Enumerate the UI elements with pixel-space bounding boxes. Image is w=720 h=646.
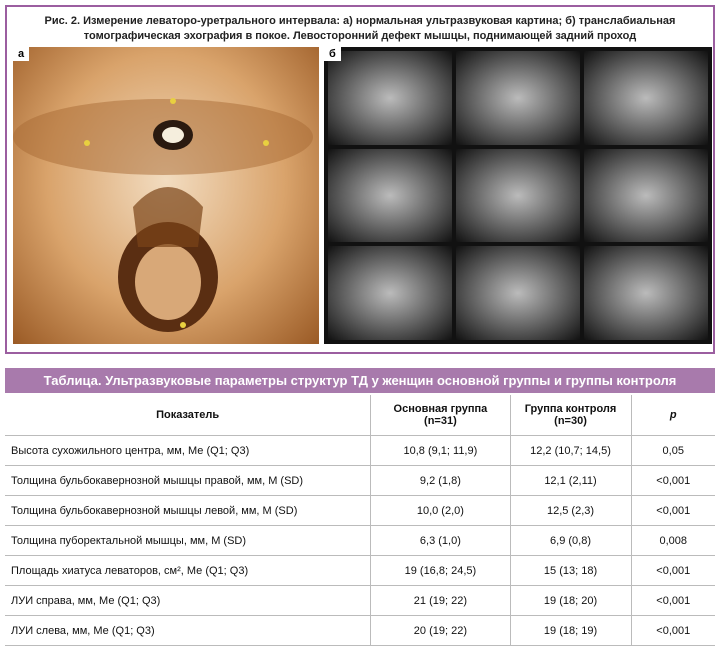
table-cell: ЛУИ слева, мм, Ме (Q1; Q3) [5, 615, 371, 646]
table-cell: ЛУИ справа, мм, Ме (Q1; Q3) [5, 585, 371, 616]
table-cell: <0,001 [630, 465, 715, 496]
table-cell: 19 (16,8; 24,5) [370, 555, 510, 586]
table-cell: 0,008 [630, 525, 715, 556]
table-row: Высота сухожильного центра, мм, Ме (Q1; … [5, 435, 715, 466]
table-cell: Толщина бульбокавернозной мышцы левой, м… [5, 495, 371, 526]
table-cell: 0,05 [630, 435, 715, 466]
table-cell: Толщина пуборектальной мышцы, мм, M (SD) [5, 525, 371, 556]
table-row: ЛУИ слева, мм, Ме (Q1; Q3) 20 (19; 22) 19 … [5, 615, 715, 646]
table-row: Толщина пуборектальной мышцы, мм, M (SD)… [5, 525, 715, 556]
column-header: Основная группа (n=31) [370, 395, 510, 436]
column-header: Показатель [5, 395, 371, 436]
ultrasound-image: а [13, 47, 319, 344]
table-row: Толщина бульбокавернозной мышцы левой, м… [5, 495, 715, 526]
column-header: p [630, 395, 715, 436]
header-text: Показатель [156, 409, 220, 421]
table-cell: <0,001 [630, 495, 715, 526]
table-cell: 12,2 (10,7; 14,5) [509, 435, 632, 466]
panel-label: б [324, 47, 341, 61]
header-text: (n=30) [554, 415, 587, 427]
caption: томографическая эхография в покое. Левос… [83, 30, 637, 42]
caption: Рис. 2. Измерение леваторо-уретрального … [44, 15, 676, 27]
table-cell: <0,001 [630, 555, 715, 586]
header-text: Группа контроля [524, 403, 617, 415]
panel-label: а [13, 47, 30, 61]
table-cell: 20 (19; 22) [370, 615, 510, 646]
table-cell: 12,5 (2,3) [509, 495, 632, 526]
table-cell: Площадь хиатуса леваторов, см², Ме (Q1; … [5, 555, 371, 586]
table-cell: Высота сухожильного центра, мм, Ме (Q1; … [5, 435, 371, 466]
table-cell: <0,001 [630, 615, 715, 646]
table-cell: 15 (13; 18) [509, 555, 632, 586]
table-cell: 19 (18; 19) [509, 615, 632, 646]
table-row: Площадь хиатуса леваторов, см², Ме (Q1; … [5, 555, 715, 586]
table-title: Таблица. Ультразвуковые параметры структ… [5, 368, 715, 393]
image-shapes [13, 98, 313, 332]
header-text: Основная группа [393, 403, 488, 415]
figure: Рис. 2. Измерение леваторо-уретрального … [5, 5, 715, 354]
table-cell: 12,1 (2,11) [509, 465, 632, 496]
table-cell: 19 (18; 20) [509, 585, 632, 616]
table-row: ЛУИ справа, мм, Ме (Q1; Q3) 21 (19; 22) 19… [5, 585, 715, 616]
page: Рис. 2. Измерение леваторо-уретрального … [5, 5, 715, 646]
table-cell: 10,0 (2,0) [370, 495, 510, 526]
ultrasound-image: б [324, 47, 712, 344]
table-cell: 10,8 (9,1; 11,9) [370, 435, 510, 466]
table-cell: 6,3 (1,0) [370, 525, 510, 556]
column-header: Группа контроля (n=30) [509, 395, 632, 436]
table: Показатель Основная группа (n=31) Группа ко… [5, 395, 715, 646]
header-text: (n=31) [424, 415, 457, 427]
table-cell: Толщина бульбокавернозной мышцы правой, … [5, 465, 371, 496]
table-cell: 9,2 (1,8) [370, 465, 510, 496]
table-cell: 21 (19; 22) [370, 585, 510, 616]
table-cell: <0,001 [630, 585, 715, 616]
header-text: p [669, 409, 677, 421]
table-cell: 6,9 (0,8) [509, 525, 632, 556]
table-row: Толщина бульбокавернозной мышцы правой, … [5, 465, 715, 496]
